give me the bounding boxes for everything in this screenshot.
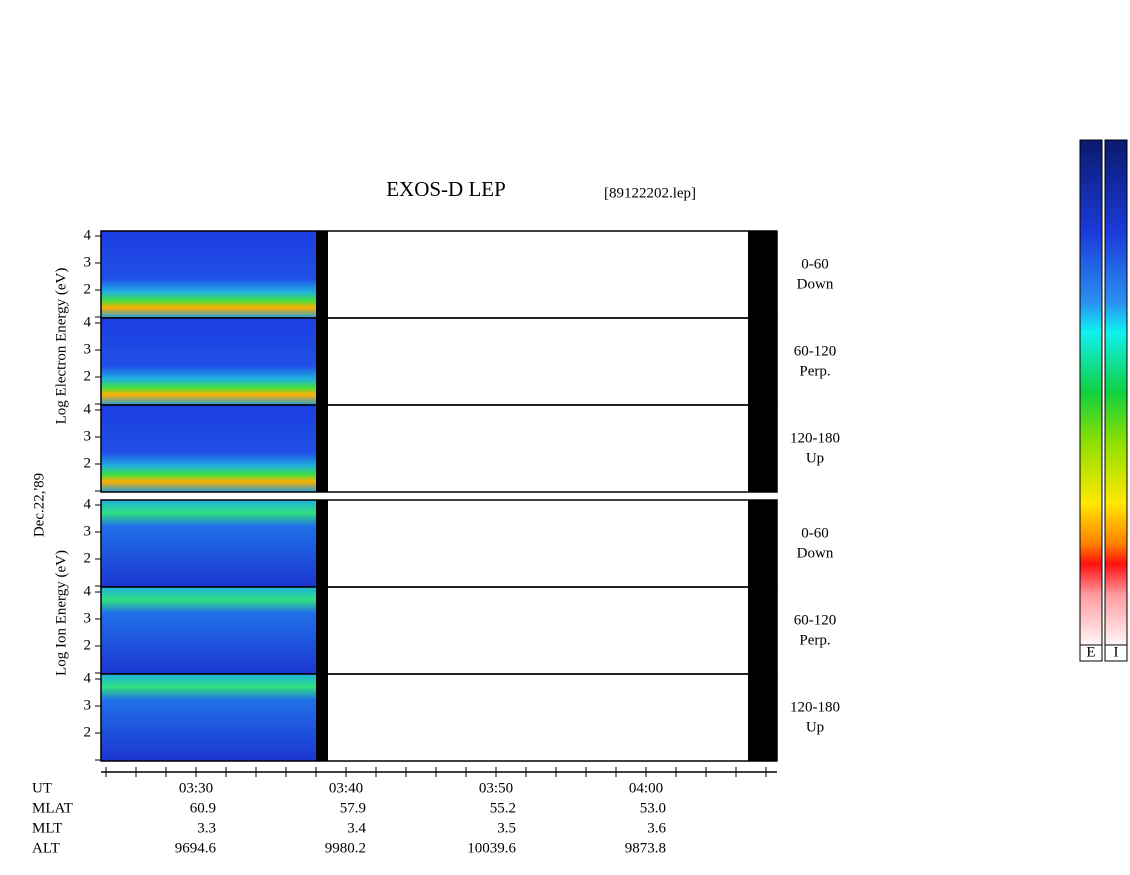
panel-angle: 120-180: [790, 699, 840, 715]
colorbar-label-box: [1104, 644, 1128, 662]
panel-direction: Perp.: [799, 363, 830, 379]
panel-direction: Down: [797, 545, 834, 561]
row-value: 9694.6: [175, 840, 217, 856]
x-tick-label: 03:30: [179, 780, 213, 796]
data-gap: [316, 587, 328, 674]
row-value: 3.6: [647, 820, 666, 836]
y-tick-label: 3: [84, 610, 92, 626]
row-name: UT: [32, 780, 52, 796]
colorbar-label: E: [1086, 644, 1095, 660]
panel-frame: [100, 404, 778, 493]
row-value: 3.4: [347, 820, 366, 836]
title: EXOS-D LEP: [386, 177, 506, 201]
y-tick-label: 4: [84, 401, 92, 417]
panel-angle: 60-120: [794, 343, 837, 359]
y-tick-label: 4: [84, 314, 92, 330]
panel-direction: Perp.: [799, 632, 830, 648]
row-value: 10039.6: [467, 840, 516, 856]
row-name: MLAT: [32, 800, 73, 816]
spectrogram: [101, 231, 316, 318]
data-gap: [316, 405, 328, 492]
row-value: 57.9: [340, 800, 366, 816]
y-tick-label: 3: [84, 523, 92, 539]
y-tick-label: 4: [84, 583, 92, 599]
data-gap: [748, 674, 777, 761]
row-value: 3.3: [197, 820, 216, 836]
panel-direction: Up: [806, 719, 824, 735]
row-value: 3.5: [497, 820, 516, 836]
spectrogram: [101, 318, 316, 405]
spectrogram: [101, 405, 316, 492]
row-value: 9980.2: [325, 840, 366, 856]
y-tick-label: 2: [84, 550, 92, 566]
data-gap: [316, 231, 328, 318]
data-gap: [316, 674, 328, 761]
colorbar-label: I: [1114, 644, 1119, 660]
y-tick-label: 2: [84, 724, 92, 740]
colorbar-label-box: [1079, 644, 1103, 662]
data-gap: [748, 231, 777, 318]
row-value: 55.2: [490, 800, 516, 816]
spectrogram: [101, 500, 316, 587]
data-gap: [748, 587, 777, 674]
date-label: Dec.22,'89: [31, 473, 47, 537]
data-gap: [748, 405, 777, 492]
electron-axis-label: Log Electron Energy (eV): [53, 268, 69, 425]
spectrogram: [101, 587, 316, 674]
data-gap: [316, 318, 328, 405]
row-name: ALT: [32, 840, 60, 856]
y-tick-label: 3: [84, 254, 92, 270]
y-tick-label: 3: [84, 341, 92, 357]
panel-angle: 120-180: [790, 430, 840, 446]
x-tick-label: 04:00: [629, 780, 663, 796]
data-gap: [316, 500, 328, 587]
row-name: MLT: [32, 820, 62, 836]
colorbar: [1104, 139, 1128, 646]
y-tick-label: 4: [84, 496, 92, 512]
colorbar: [1079, 139, 1103, 646]
y-tick-label: 2: [84, 368, 92, 384]
panel-angle: 60-120: [794, 612, 837, 628]
file-name: [89122202.lep]: [604, 185, 696, 201]
x-tick-label: 03:40: [329, 780, 363, 796]
y-tick-label: 3: [84, 428, 92, 444]
ion-axis-label: Log Ion Energy (eV): [53, 550, 69, 676]
y-tick-label: 3: [84, 697, 92, 713]
row-value: 53.0: [640, 800, 666, 816]
row-value: 60.9: [190, 800, 216, 816]
y-tick-label: 2: [84, 281, 92, 297]
data-gap: [748, 500, 777, 587]
y-tick-label: 4: [84, 227, 92, 243]
spectrogram: [101, 674, 316, 761]
row-value: 9873.8: [625, 840, 666, 856]
x-tick-label: 03:50: [479, 780, 513, 796]
panel-frame: [100, 673, 778, 762]
panel-angle: 0-60: [801, 525, 829, 541]
y-tick-label: 2: [84, 637, 92, 653]
panel-angle: 0-60: [801, 256, 829, 272]
y-tick-label: 2: [84, 455, 92, 471]
panel-direction: Up: [806, 450, 824, 466]
data-gap: [748, 318, 777, 405]
y-tick-label: 4: [84, 670, 92, 686]
panel-direction: Down: [797, 276, 834, 292]
